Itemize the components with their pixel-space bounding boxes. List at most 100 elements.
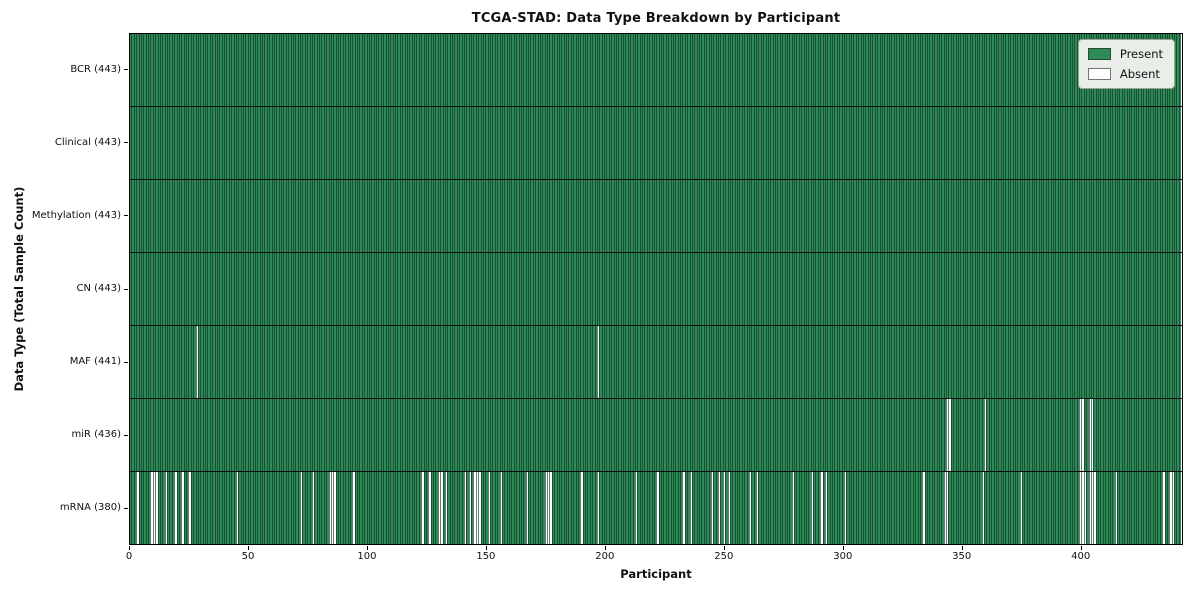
- cell-present: [734, 253, 737, 325]
- cell-present: [786, 472, 790, 544]
- cell-present: [380, 34, 384, 106]
- cell-present: [290, 180, 293, 252]
- cell-present: [1048, 326, 1051, 398]
- cell-absent: [473, 472, 476, 544]
- cell-present: [418, 472, 422, 544]
- cell-present: [269, 472, 272, 544]
- cell-present: [820, 253, 823, 325]
- cell-present: [639, 253, 642, 325]
- cell-present: [1048, 399, 1051, 471]
- cell-present: [423, 399, 426, 471]
- cell-present: [475, 326, 479, 398]
- cell-present: [307, 253, 310, 325]
- cell-present: [817, 34, 821, 106]
- heatmap-row-maf: [130, 326, 1182, 399]
- cell-present: [1117, 399, 1120, 471]
- cell-present: [870, 472, 873, 544]
- cell-present: [1050, 399, 1053, 471]
- cell-present: [440, 180, 443, 252]
- cell-present: [758, 399, 761, 471]
- cell-present: [1074, 326, 1077, 398]
- cell-present: [967, 472, 970, 544]
- cell-present: [276, 326, 279, 398]
- cell-present: [995, 253, 999, 325]
- cell-present: [501, 326, 505, 398]
- cell-present: [832, 253, 835, 325]
- cell-present: [349, 326, 353, 398]
- cell-present: [399, 107, 403, 179]
- cell-present: [328, 107, 331, 179]
- cell-present: [326, 472, 329, 544]
- cell-present: [209, 180, 213, 252]
- cell-present: [1003, 326, 1006, 398]
- cell-present: [729, 326, 733, 398]
- cell-present: [737, 399, 740, 471]
- cell-present: [414, 180, 417, 252]
- cell-present: [841, 472, 844, 544]
- x-tick-label-0: 0: [125, 551, 133, 562]
- cell-present: [592, 34, 595, 106]
- cell-absent: [150, 472, 153, 544]
- cell-present: [573, 472, 576, 544]
- cell-present: [1005, 34, 1008, 106]
- cell-present: [801, 107, 804, 179]
- cell-present: [1090, 326, 1094, 398]
- cell-present: [1131, 326, 1134, 398]
- cell-present: [946, 253, 949, 325]
- cell-present: [1069, 253, 1072, 325]
- cell-present: [131, 34, 134, 106]
- cell-present: [957, 399, 961, 471]
- cell-present: [513, 472, 517, 544]
- cell-present: [1067, 107, 1070, 179]
- cell-present: [328, 34, 331, 106]
- cell-absent: [1090, 472, 1094, 544]
- cell-present: [1050, 34, 1053, 106]
- cell-present: [855, 107, 859, 179]
- cell-present: [822, 107, 825, 179]
- cell-present: [568, 399, 571, 471]
- cell-present: [197, 180, 201, 252]
- cell-present: [311, 399, 315, 471]
- cell-present: [162, 399, 165, 471]
- cell-present: [1176, 180, 1179, 252]
- cell-present: [333, 34, 336, 106]
- cell-present: [817, 107, 821, 179]
- cell-present: [197, 326, 201, 398]
- cell-present: [701, 472, 704, 544]
- cell-present: [155, 107, 158, 179]
- cell-present: [898, 399, 901, 471]
- cell-present: [739, 472, 742, 544]
- cell-present: [361, 253, 365, 325]
- cell-present: [563, 107, 566, 179]
- cell-present: [478, 34, 481, 106]
- cell-present: [623, 253, 626, 325]
- cell-present: [791, 34, 794, 106]
- cell-present: [480, 107, 483, 179]
- cell-present: [471, 107, 474, 179]
- cell-present: [511, 472, 514, 544]
- cell-present: [233, 399, 236, 471]
- cell-present: [549, 34, 552, 106]
- cell-present: [499, 34, 502, 106]
- cell-present: [494, 107, 498, 179]
- cell-present: [178, 326, 182, 398]
- cell-present: [1100, 326, 1103, 398]
- cell-present: [615, 326, 619, 398]
- cell-present: [1029, 34, 1032, 106]
- cell-present: [143, 107, 146, 179]
- cell-present: [656, 399, 659, 471]
- cell-present: [948, 472, 951, 544]
- cell-present: [1174, 326, 1177, 398]
- cell-present: [995, 326, 999, 398]
- cell-present: [1045, 326, 1049, 398]
- cell-present: [613, 253, 616, 325]
- cell-present: [333, 107, 336, 179]
- x-tick-mark: [247, 546, 249, 550]
- cell-present: [364, 399, 367, 471]
- cell-present: [846, 180, 849, 252]
- cell-present: [414, 34, 417, 106]
- cell-present: [713, 180, 716, 252]
- cell-present: [558, 326, 562, 398]
- cell-present: [822, 399, 825, 471]
- cell-present: [881, 107, 885, 179]
